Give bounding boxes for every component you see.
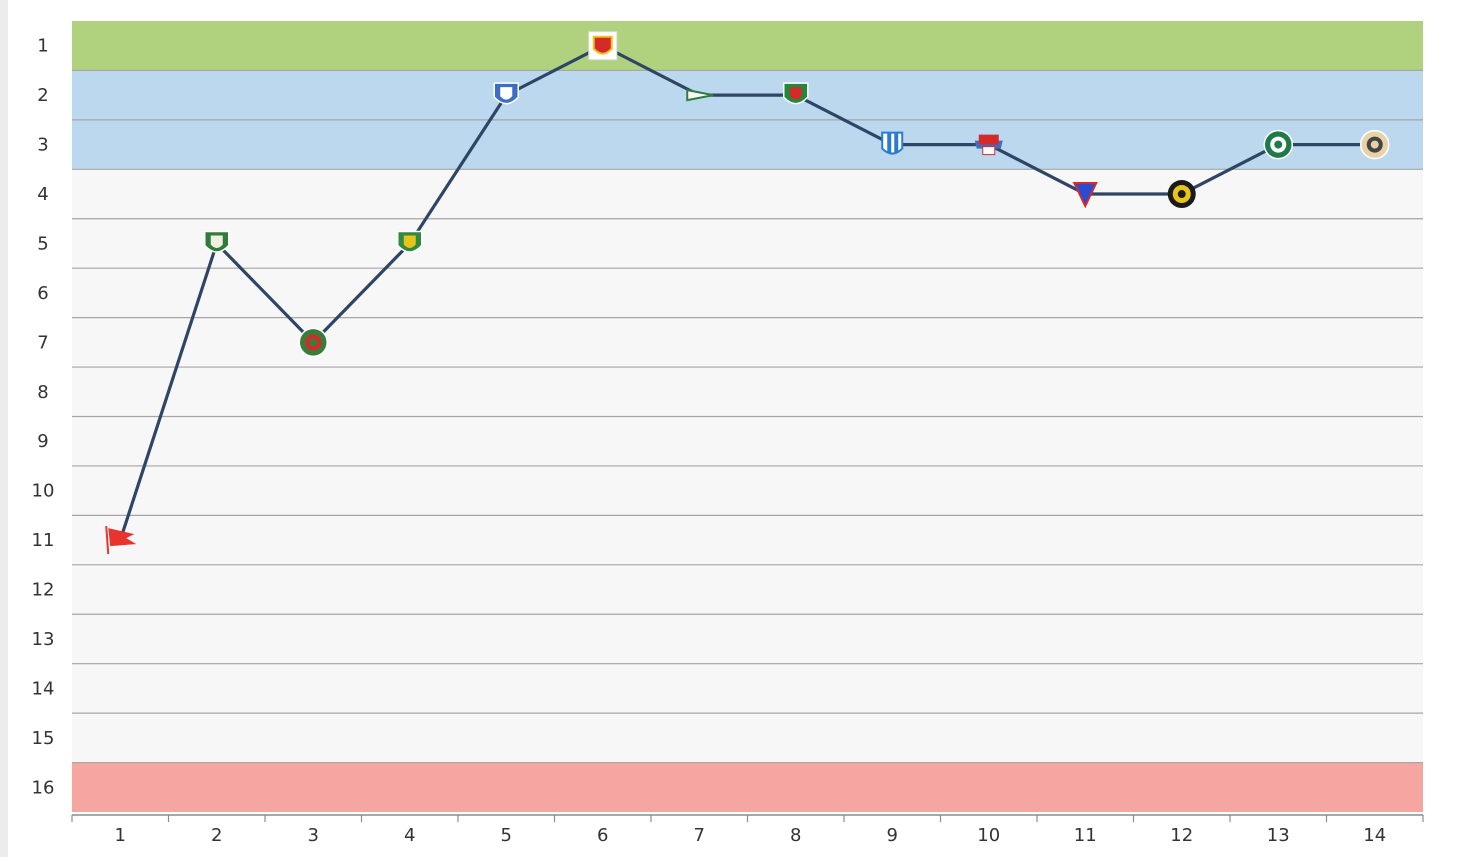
x-tick-label: 12 [1170,825,1193,846]
x-tick-label: 4 [404,825,415,846]
red-flag-crest-icon [105,526,137,555]
round-green-red-crest-icon [298,327,328,358]
red-yellow-square-crest-icon [588,31,618,61]
x-tick-label: 3 [308,825,319,846]
x-tick-label: 13 [1267,825,1290,846]
x-axis-labels: 1 2 3 4 5 6 7 8 9 10 11 12 13 14 [115,825,1387,846]
grid-layer [72,69,1423,764]
x-tick-label: 1 [115,825,126,846]
y-tick-label: 15 [32,728,55,749]
series-line-layer [118,44,1377,542]
x-tick-label: 8 [790,825,801,846]
y-tick-label: 7 [37,332,48,353]
y-tick-label: 9 [37,431,48,452]
band-1 [72,21,1423,71]
markers-layer [105,31,1390,555]
x-axis [71,814,1424,822]
y-tick-label: 11 [32,530,55,551]
y-tick-label: 3 [37,135,48,156]
band-4 [72,762,1423,812]
blue-white-shield-crest-icon [493,82,519,105]
black-gear-crest-icon [1167,180,1196,209]
y-tick-label: 12 [32,580,55,601]
y-tick-label: 16 [32,777,55,798]
y-tick-label: 13 [32,629,55,650]
y-tick-label: 4 [37,184,48,205]
x-tick-label: 6 [597,825,608,846]
green-yellow-shield-crest-icon [397,230,423,253]
x-tick-label: 5 [501,825,512,846]
x-tick-label: 10 [977,825,1000,846]
red-white-blue-ribbon-crest-icon [974,134,1003,156]
y-tick-label: 5 [37,233,48,254]
y-tick-label: 10 [32,481,55,502]
y-tick-label: 6 [37,283,48,304]
series-line-1 [118,44,1377,542]
x-tick-label: 7 [694,825,705,846]
y-tick-label: 14 [32,678,55,699]
x-tick-label: 14 [1363,825,1386,846]
y-tick-label: 2 [37,85,48,106]
y-tick-label: 1 [37,36,48,57]
x-tick-label: 11 [1074,825,1097,846]
x-tick-label: 2 [211,825,222,846]
y-tick-label: 8 [37,382,48,403]
red-blue-triangle-crest-icon [1072,182,1098,209]
green-white-red-shield-crest-icon [783,82,809,105]
green-pennant-crest-icon [686,88,714,102]
green-round-crest-icon [1263,129,1293,160]
beige-round-crest-icon [1360,129,1390,160]
left-edge-strip [0,0,8,857]
green-white-shield-crest-icon [204,230,230,253]
x-tick-label: 9 [887,825,898,846]
blue-white-stripes-crest-icon [881,131,904,155]
